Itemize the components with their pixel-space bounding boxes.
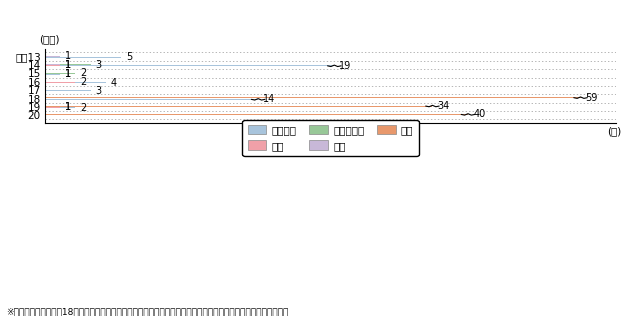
Text: 3: 3 [95,60,102,70]
Bar [45,73,60,74]
Text: 1: 1 [66,60,71,70]
Bar [45,56,60,57]
Text: 59: 59 [586,93,598,103]
Text: (年度): (年度) [39,35,60,45]
Text: 2: 2 [81,68,86,78]
Bar [45,99,258,100]
Text: 1: 1 [66,52,71,61]
Text: 2: 2 [81,77,86,87]
Text: 3: 3 [95,86,102,96]
Bar [45,107,76,108]
Bar [45,57,121,58]
Text: 1: 1 [66,102,71,112]
Bar [45,82,106,83]
Text: 14: 14 [263,94,275,104]
Text: 1: 1 [66,102,71,112]
Text: 40: 40 [473,109,485,119]
Text: 1: 1 [66,69,71,79]
Bar [45,97,581,98]
Text: ※　相談件数は、平成18年度以降のもののみ集計。同一案件に係る複数回の相談（電話・メール・来訪等）を含む: ※ 相談件数は、平成18年度以降のもののみ集計。同一案件に係る複数回の相談（電話… [6,307,289,316]
Bar [45,64,60,65]
Bar [45,90,90,91]
Text: 2: 2 [81,103,86,113]
Text: 19: 19 [340,61,352,71]
Legend: あっせん, 仗裁, 詮問・答申, 勧告, 相談: あっせん, 仗裁, 詮問・答申, 勧告, 相談 [242,120,418,156]
Bar [45,106,60,107]
Bar [45,65,60,66]
Text: 1: 1 [66,69,71,79]
Text: 5: 5 [126,52,132,63]
Text: 4: 4 [111,78,117,88]
Bar [45,65,335,66]
Bar [45,114,468,115]
Bar [45,74,60,75]
Bar [45,73,76,74]
Text: (件): (件) [607,126,622,136]
Bar [45,64,90,65]
Bar [45,106,60,108]
Text: 1: 1 [66,60,71,70]
Text: 34: 34 [438,101,450,111]
